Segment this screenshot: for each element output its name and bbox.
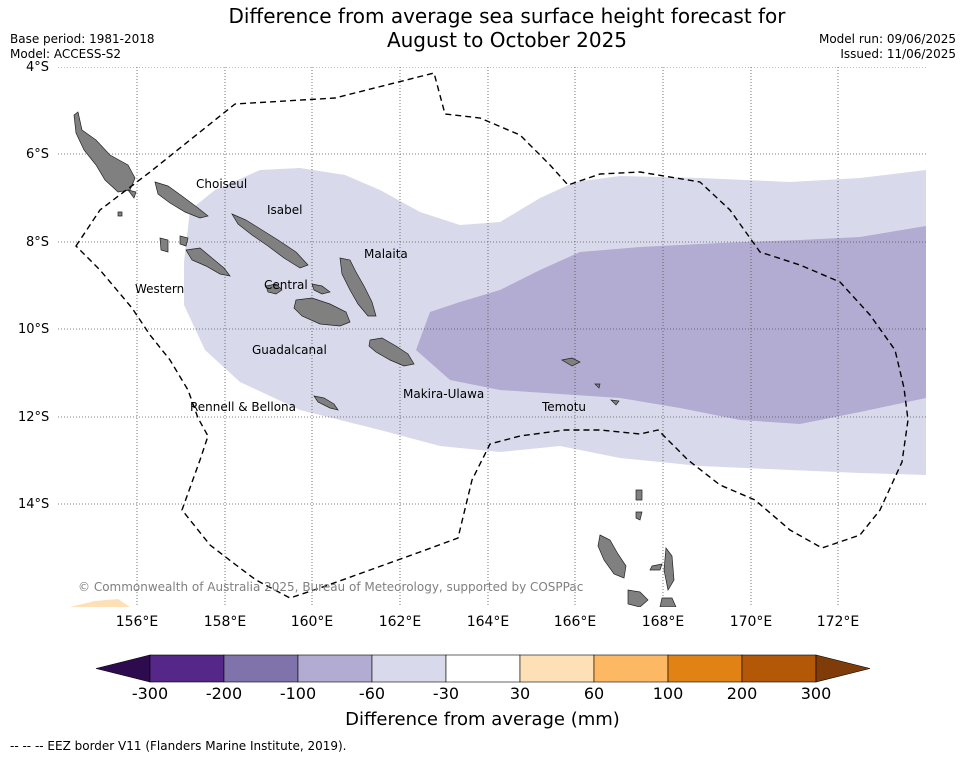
colorbar (95, 654, 871, 683)
lat-label: 8°S (26, 235, 50, 250)
ranongga-island (179, 235, 189, 247)
lon-label: 168°E (641, 614, 685, 630)
copyright-text: © Commonwealth of Australia 2025, Bureau… (78, 580, 584, 594)
province-label-central: Central (264, 278, 308, 292)
isabel-island (231, 213, 309, 269)
small-islet-1 (127, 189, 137, 199)
temotu-island-2 (594, 383, 601, 389)
vanuatu-island-c (635, 489, 643, 501)
issued-date: Issued: 11/06/2025 (840, 47, 956, 61)
lat-label: 12°S (18, 410, 50, 425)
province-label-makira-ulawa: Makira-Ulawa (403, 387, 485, 401)
province-label-western: Western (135, 282, 185, 296)
colorbar-tick-label: -60 (358, 684, 386, 703)
temotu-island-1 (561, 357, 581, 367)
province-label-malaita: Malaita (364, 247, 408, 261)
small-islet-2 (117, 211, 123, 217)
anomaly-band-medium (416, 226, 926, 424)
colorbar-tick-label: 30 (509, 684, 531, 703)
lon-label: 156°E (115, 614, 159, 630)
lat-label: 10°S (18, 322, 50, 337)
guadalcanal-island (293, 297, 351, 327)
colorbar-cell (223, 654, 299, 683)
eez-border (75, 72, 909, 599)
lat-label: 6°S (26, 147, 50, 162)
model-name: Model: ACCESS-S2 (10, 47, 122, 61)
vanuatu-malekula (627, 589, 649, 607)
vanuatu-island-e (659, 597, 677, 607)
lon-label: 158°E (203, 614, 247, 630)
vanuatu-island-b (663, 547, 675, 591)
malaita-island (339, 257, 377, 317)
colorbar-label: Difference from average (mm) (345, 709, 620, 730)
lat-label: 4°S (26, 60, 50, 75)
colorbar-tick-label: -30 (432, 684, 460, 703)
colorbar-cell (149, 654, 225, 683)
central-islands (265, 283, 283, 295)
bougainville-island (73, 111, 136, 193)
russell-islands (311, 283, 331, 295)
colorbar-tick-label: 300 (800, 684, 832, 703)
province-label-rennell-bellona: Rennell & Bellona (190, 400, 297, 414)
map-title: Difference from average sea surface heig… (0, 4, 965, 52)
colorbar-cell (371, 654, 447, 683)
colorbar-extend-low (95, 654, 151, 683)
meta-left: Base period: 1981-2018 Model: ACCESS-S2 (10, 32, 155, 62)
model-run: Model run: 09/06/2025 (818, 32, 956, 46)
eez-legend: -- -- -- EEZ border V11 (Flanders Marine… (10, 739, 347, 753)
colorbar-tick-label: -300 (131, 684, 169, 703)
lon-label: 170°E (729, 614, 773, 630)
title-line-2: August to October 2025 (386, 28, 628, 52)
lon-label: 164°E (466, 614, 510, 630)
province-label-temotu: Temotu (542, 400, 587, 414)
rennell-island (313, 395, 339, 411)
positive-anomaly-patch (70, 599, 130, 607)
colorbar-cell (297, 654, 373, 683)
lon-label: 172°E (816, 614, 860, 630)
choiseul-island (154, 181, 209, 219)
lon-label: 160°E (290, 614, 334, 630)
lon-label: 166°E (553, 614, 597, 630)
colorbar-tick-label: -200 (205, 684, 243, 703)
makira-island (368, 337, 415, 367)
base-period: Base period: 1981-2018 (10, 32, 155, 46)
colorbar-tick-label: 200 (726, 684, 758, 703)
colorbar-cell (667, 654, 743, 683)
temotu-island-3 (610, 399, 620, 406)
colorbar-extend-high (815, 654, 871, 683)
colorbar-cell (593, 654, 669, 683)
lon-label: 162°E (378, 614, 422, 630)
vanuatu-espiritu-santo (597, 534, 627, 579)
title-line-1: Difference from average sea surface heig… (228, 4, 786, 28)
colorbar-cell (741, 654, 817, 683)
colorbar-tick-label: -100 (279, 684, 317, 703)
new-georgia-island (185, 247, 231, 277)
province-label-guadalcanal: Guadalcanal (252, 343, 327, 357)
vanuatu-island-a (649, 563, 663, 571)
vella-lavella-island (159, 237, 169, 253)
gridlines (58, 67, 926, 607)
province-label-choiseul: Choiseul (196, 177, 248, 191)
colorbar-tick-label: 100 (652, 684, 684, 703)
colorbar-cell (445, 654, 521, 683)
vanuatu-island-d (635, 511, 643, 521)
land-masses (73, 111, 677, 607)
province-label-isabel: Isabel (267, 203, 303, 217)
lat-label: 14°S (18, 497, 50, 512)
colorbar-cell (519, 654, 595, 683)
meta-right: Model run: 09/06/2025 Issued: 11/06/2025 (819, 32, 956, 62)
colorbar-tick-label: 60 (583, 684, 605, 703)
